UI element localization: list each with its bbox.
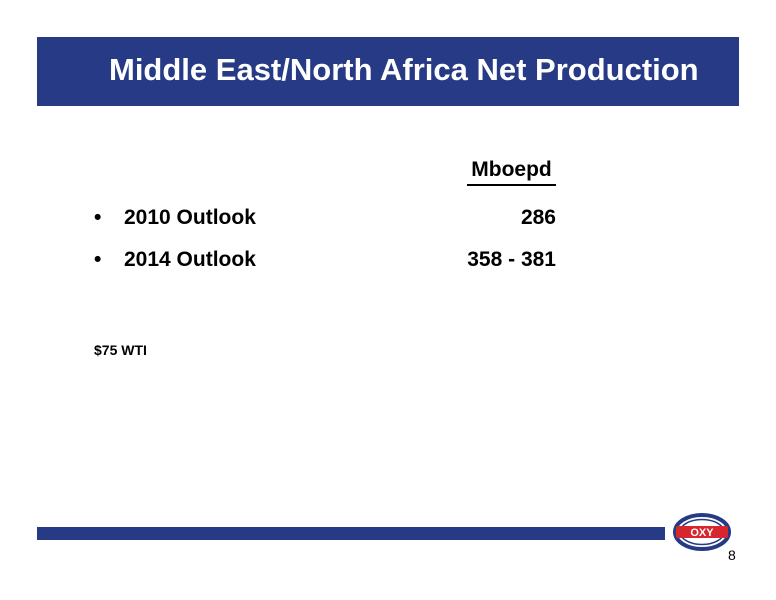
row-label: 2014 Outlook bbox=[124, 248, 256, 271]
logo-text: OXY bbox=[690, 527, 714, 539]
row-value: 286 bbox=[520, 206, 556, 229]
oxy-logo: OXY bbox=[673, 513, 731, 551]
page-number: 8 bbox=[728, 547, 736, 563]
row-value: 358 - 381 bbox=[467, 248, 556, 271]
slide-title: Middle East/North Africa Net Production bbox=[109, 52, 699, 87]
outlook-row-2010: • 2010 Outlook 286 bbox=[94, 206, 556, 234]
column-header: Mboepd bbox=[467, 158, 556, 186]
bullet: • bbox=[94, 248, 102, 271]
row-label: 2010 Outlook bbox=[124, 206, 256, 229]
outlook-row-2014: • 2014 Outlook 358 - 381 bbox=[94, 248, 556, 276]
footnote: $75 WTI bbox=[94, 342, 147, 358]
footer-band bbox=[37, 527, 665, 540]
bullet: • bbox=[94, 206, 102, 229]
title-band: Middle East/North Africa Net Production bbox=[37, 37, 739, 106]
